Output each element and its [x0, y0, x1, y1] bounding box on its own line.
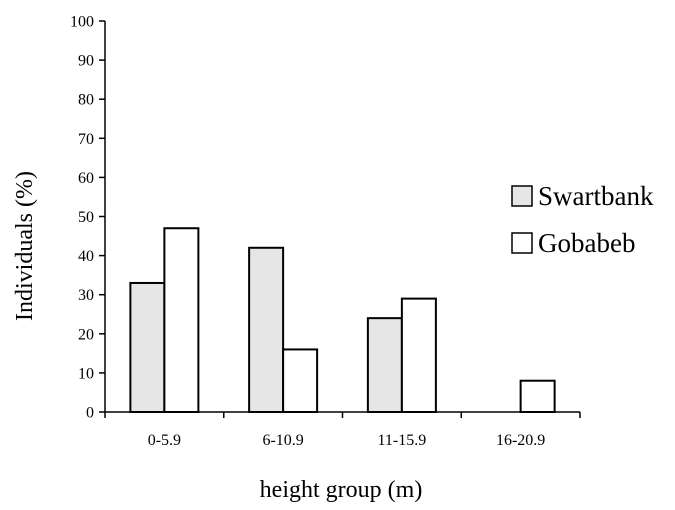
- x-tick-marks: [104, 412, 581, 418]
- bar-gobabeb-0-5.9: [163, 227, 200, 413]
- legend: Swartbank Gobabeb: [511, 181, 654, 258]
- y-tick-marks: [99, 20, 105, 413]
- bar-gobabeb-6-10.9: [282, 348, 319, 414]
- y-tick-label: 0: [86, 405, 94, 422]
- legend-item-swartbank: Swartbank: [511, 181, 654, 211]
- x-category-label: 0-5.9: [148, 432, 181, 449]
- y-tick-labels: 0 10 20 30 40 50 60 70 80 90 100: [70, 14, 94, 422]
- x-category-label: 11-15.9: [378, 432, 427, 449]
- bar-gobabeb-16-20.9: [519, 379, 556, 414]
- legend-swatch-swartbank: [511, 185, 533, 207]
- legend-label-swartbank: Swartbank: [538, 181, 654, 211]
- bar-swartbank-6-10.9: [248, 246, 285, 413]
- bar-swartbank-11-15.9: [366, 317, 403, 413]
- y-tick-label: 50: [78, 209, 94, 226]
- x-category-label: 16-20.9: [496, 432, 545, 449]
- bars: [129, 227, 556, 414]
- y-tick-label: 100: [70, 14, 94, 31]
- y-tick-label: 30: [78, 287, 94, 304]
- y-tick-label: 40: [78, 248, 94, 265]
- bar-gobabeb-11-15.9: [400, 297, 437, 413]
- legend-label-gobabeb: Gobabeb: [538, 228, 635, 258]
- y-axis-title: Individuals (%): [12, 171, 38, 321]
- y-tick-label: 70: [78, 131, 94, 148]
- y-tick-label: 90: [78, 53, 94, 70]
- bar-swartbank-0-5.9: [129, 281, 166, 413]
- legend-item-gobabeb: Gobabeb: [511, 228, 635, 258]
- legend-swatch-gobabeb: [511, 232, 533, 254]
- y-tick-label: 60: [78, 170, 94, 187]
- x-category-labels: 0-5.9 6-10.9 11-15.9 16-20.9: [148, 432, 546, 449]
- x-axis-title: height group (m): [260, 477, 423, 503]
- y-tick-label: 10: [78, 365, 94, 382]
- y-tick-label: 80: [78, 92, 94, 109]
- y-tick-label: 20: [78, 326, 94, 343]
- x-category-label: 6-10.9: [262, 432, 303, 449]
